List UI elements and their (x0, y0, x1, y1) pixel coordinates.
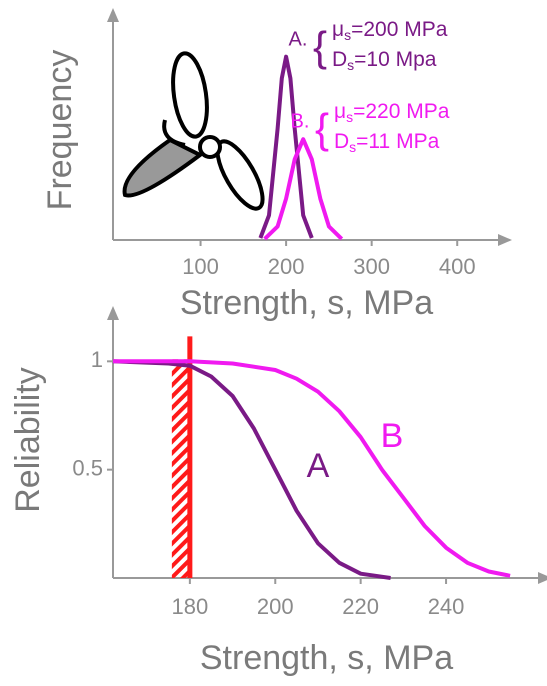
param-symbol: μ (334, 100, 346, 123)
threshold-hatch (171, 359, 188, 578)
y-tick-label: 1 (91, 347, 103, 372)
param-symbol: D (334, 130, 349, 153)
series-label: A (307, 447, 330, 485)
y-tick-label: 0.5 (72, 455, 103, 480)
x-tick-label: 400 (439, 254, 476, 279)
y-axis-arrow (107, 8, 119, 22)
param-label: μs=220 MPa (334, 100, 450, 125)
y-axis-arrow (107, 306, 119, 320)
param-sub: s (346, 109, 353, 125)
x-axis-arrow (538, 572, 547, 584)
x-axis-title: Strength, s, MPa (200, 639, 453, 677)
x-tick-label: 300 (353, 254, 390, 279)
propeller-icon (122, 51, 265, 211)
x-axis-arrow (498, 234, 512, 246)
x-axis-title: Strength, s, MPa (180, 284, 433, 322)
param-symbol: μ (332, 18, 344, 41)
param-text: =10 Mpa (354, 48, 437, 71)
series-line (258, 54, 314, 239)
brace: { (313, 23, 327, 70)
x-tick-label: 220 (342, 594, 379, 619)
y-axis-title: Reliability (9, 367, 47, 513)
brace: { (315, 105, 329, 152)
param-sub: s (344, 27, 351, 43)
param-text: =200 MPa (351, 18, 448, 41)
x-tick-label: 100 (182, 254, 219, 279)
series-line (113, 359, 511, 578)
x-tick-label: 240 (428, 594, 465, 619)
series-label: B (381, 417, 404, 455)
param-label: Ds=10 Mpa (332, 48, 437, 73)
param-sub: s (349, 139, 356, 155)
param-sub: s (347, 57, 354, 73)
series-label: A. (289, 28, 308, 50)
param-symbol: D (332, 48, 347, 71)
x-tick-label: 180 (172, 594, 209, 619)
x-tick-label: 200 (268, 254, 305, 279)
param-text: =220 MPa (353, 100, 450, 123)
param-label: μs=200 MPa (332, 18, 448, 43)
y-axis-title: Frequency (41, 50, 79, 211)
series-line (112, 359, 391, 580)
param-label: Ds=11 MPa (334, 130, 440, 155)
x-tick-label: 200 (257, 594, 294, 619)
param-text: =11 MPa (356, 130, 439, 153)
series-line (263, 137, 344, 241)
series-label: B. (291, 110, 310, 132)
